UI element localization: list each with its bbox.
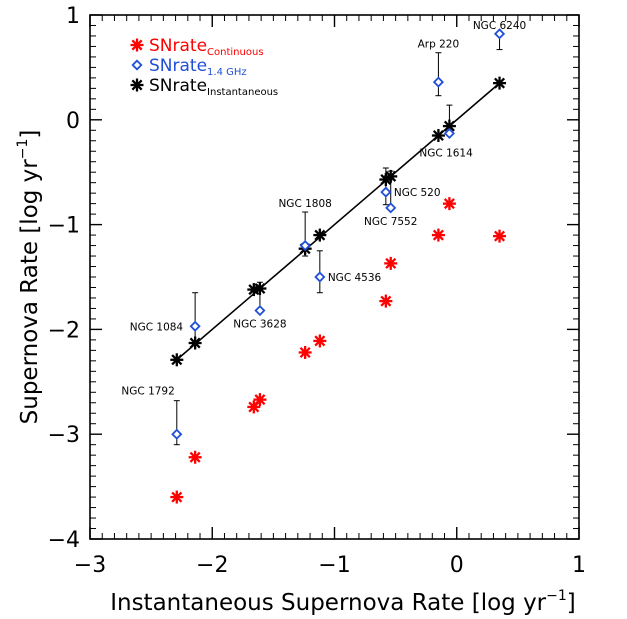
point-instantaneous (442, 119, 456, 133)
point-instantaneous (384, 169, 398, 183)
x-tick-label: −3 (74, 553, 106, 578)
point-continuous (298, 345, 312, 359)
legend-marker (130, 38, 144, 52)
point-continuous (379, 294, 393, 308)
point-radio (314, 271, 326, 283)
point-instantaneous (188, 336, 202, 350)
legend-label: SNrateContinuous (149, 36, 264, 58)
y-tick-label: −1 (48, 214, 80, 239)
point-radio (299, 239, 311, 252)
y-tick-label: −4 (48, 528, 80, 553)
point-radio (432, 76, 444, 88)
galaxy-label: NGC 520 (394, 187, 441, 199)
galaxy-label: NGC 7552 (364, 216, 417, 228)
point-continuous (384, 256, 398, 270)
data-points (170, 28, 507, 504)
point-continuous (170, 490, 184, 504)
galaxy-label: NGC 6240 (473, 20, 526, 32)
y-tick-label: −2 (48, 318, 80, 343)
galaxy-label: NGC 3628 (233, 319, 286, 331)
point-instantaneous (493, 76, 507, 90)
galaxy-label: NGC 1808 (278, 198, 331, 210)
point-radio (189, 320, 201, 332)
point-continuous (313, 334, 327, 348)
legend-marker (130, 78, 144, 92)
point-continuous (431, 228, 445, 242)
point-continuous (247, 400, 261, 414)
galaxy-label: Arp 220 (418, 39, 460, 51)
x-tick-label: 1 (572, 553, 586, 578)
axis-ticks: −3 −2 −1 0 1−4−3−2−101 (48, 4, 586, 578)
point-radio (171, 428, 183, 440)
x-axis-title: Instantaneous Supernova Rate [log yr−1] (110, 588, 576, 616)
galaxy-label: NGC 1792 (121, 386, 174, 398)
x-tick-label: −1 (318, 553, 350, 578)
legend-label: SNrateInstantaneous (149, 76, 278, 98)
point-radio (254, 304, 266, 317)
x-tick-label: −2 (196, 553, 228, 578)
point-continuous (188, 450, 202, 464)
y-tick-label: 0 (66, 109, 80, 134)
y-tick-label: 1 (66, 4, 80, 29)
legend-label: SNrate1.4 GHz (149, 56, 247, 78)
point-radio (380, 186, 392, 198)
y-axis-title: Supernova Rate [log yr−1] (15, 130, 43, 425)
galaxy-labels: NGC 1792 NGC 1084 NGC 3628 NGC 1808 NGC 4536… (121, 20, 526, 398)
x-tick-label: 0 (450, 553, 464, 578)
point-radio (443, 127, 455, 139)
point-continuous (442, 197, 456, 211)
point-instantaneous (431, 129, 445, 143)
galaxy-label: NGC 1084 (130, 321, 184, 333)
galaxy-label: NGC 4536 (328, 272, 382, 284)
galaxy-label: NGC 1614 (419, 147, 473, 159)
point-continuous (253, 393, 267, 407)
point-radio (493, 28, 506, 40)
point-instantaneous (313, 228, 327, 242)
legend-marker (131, 59, 143, 71)
point-instantaneous (170, 353, 184, 367)
y-tick-label: −3 (48, 423, 80, 448)
point-continuous (493, 229, 507, 243)
point-radio (385, 202, 397, 214)
point-instantaneous (253, 282, 267, 296)
